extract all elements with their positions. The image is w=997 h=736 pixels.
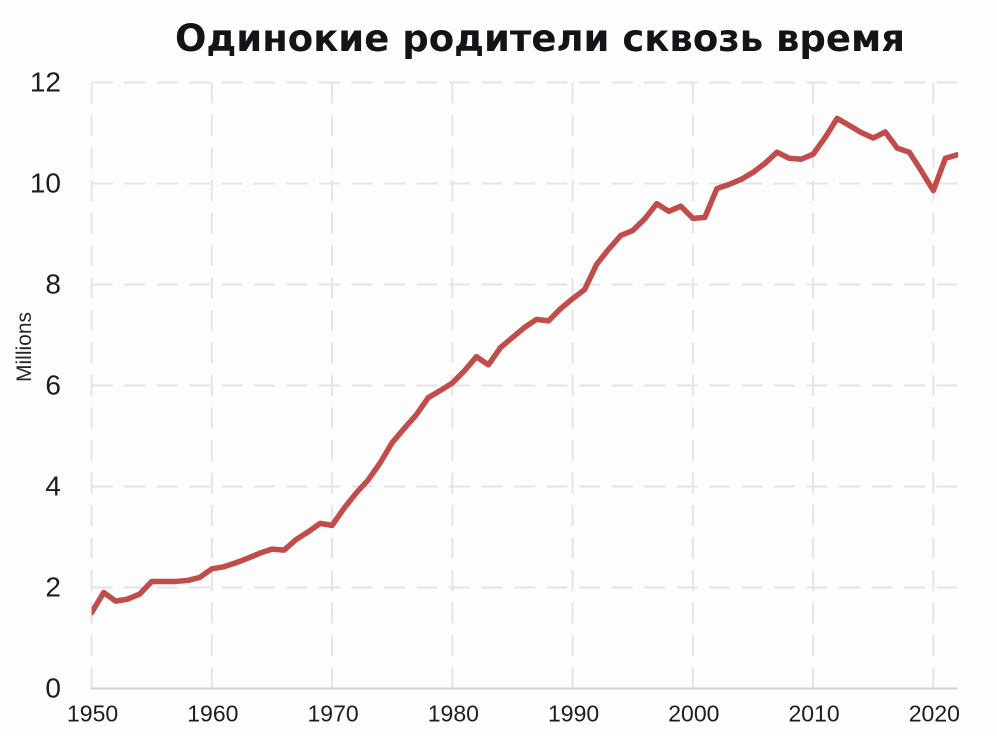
series-line bbox=[91, 115, 959, 616]
tick-labels: 0 2 4 6 8 10 12 1950 1960 1970 1980 1990 2000 2010 202… bbox=[30, 67, 960, 727]
y-tick-label: 10 bbox=[30, 168, 61, 199]
y-tick-label: 8 bbox=[45, 269, 61, 300]
x-tick-label: 1960 bbox=[187, 701, 238, 727]
y-tick-label: 6 bbox=[45, 370, 61, 401]
y-tick-label: 4 bbox=[45, 471, 61, 502]
data-series bbox=[91, 115, 959, 616]
x-tick-label: 1950 bbox=[67, 701, 118, 727]
x-tick-label: 1970 bbox=[308, 701, 359, 727]
y-tick-label: 2 bbox=[45, 572, 61, 603]
x-tick-label: 2010 bbox=[789, 701, 840, 727]
x-tick-label: 1990 bbox=[548, 701, 599, 727]
gridlines bbox=[90, 81, 958, 690]
y-axis-label: Millions bbox=[13, 312, 36, 382]
x-tick-label: 1980 bbox=[428, 701, 479, 727]
y-tick-label: 12 bbox=[30, 67, 61, 98]
y-tick-label: 0 bbox=[45, 673, 61, 704]
x-tick-label: 2000 bbox=[668, 701, 719, 727]
x-tick-label: 2020 bbox=[909, 701, 960, 727]
chart-title: Одинокие родители сквозь время bbox=[175, 17, 905, 60]
